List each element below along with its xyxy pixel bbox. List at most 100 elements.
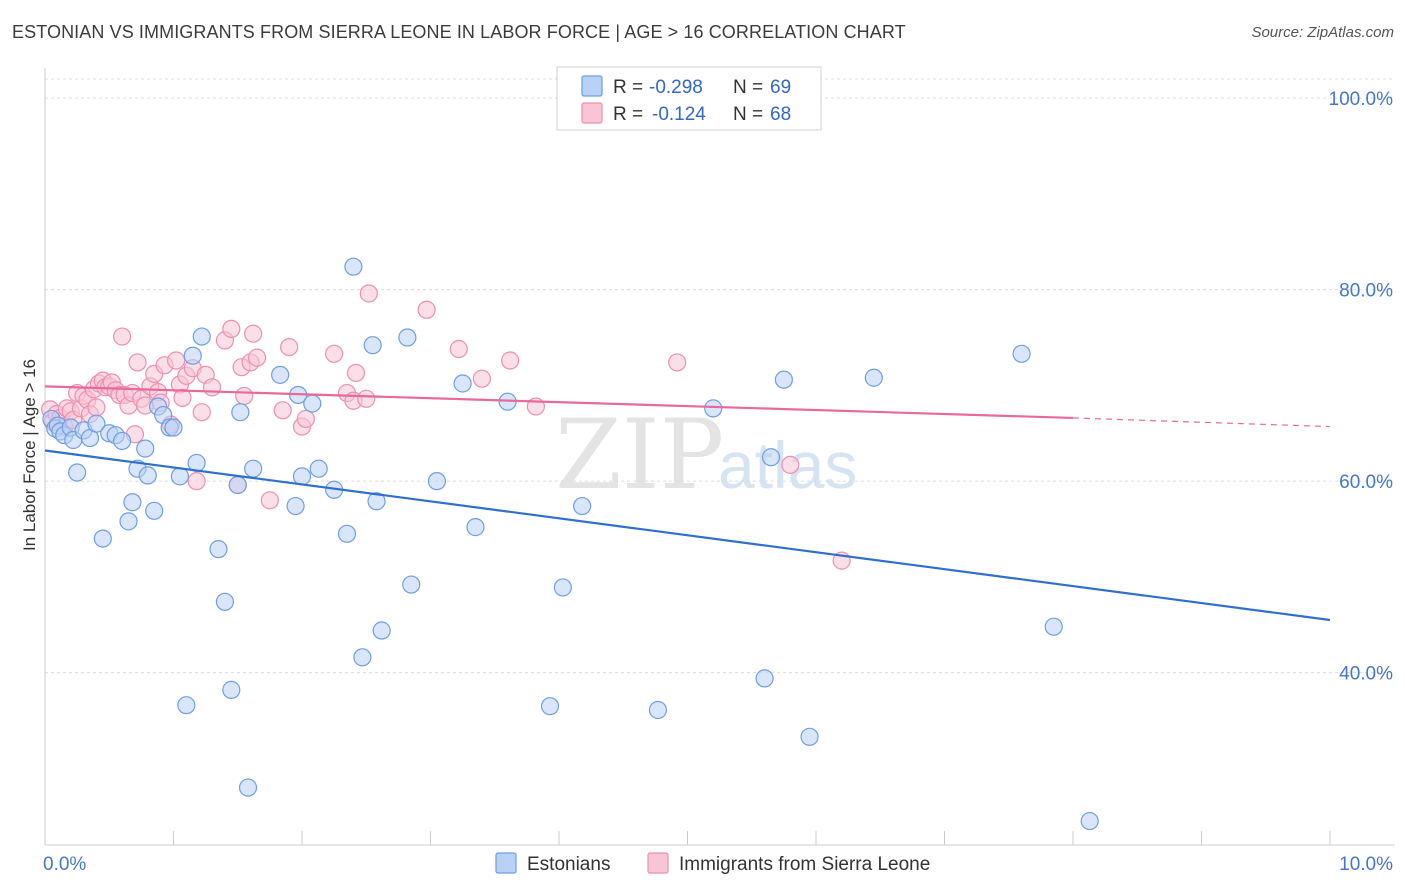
estonians-trend-line [44,449,1331,622]
sierra-leone-point [112,327,132,346]
estonians-point [244,459,263,478]
estonians-point [138,466,157,485]
estonians-point [222,680,241,699]
trend-lines [44,385,1331,622]
legend-r-value-2: -0.124 [652,104,706,125]
estonians-point [1080,811,1099,831]
sierra-leone-point [222,319,241,339]
sierra-leone-trend-line [44,385,1074,420]
sierra-leone-point [166,351,186,370]
estonians-point [286,496,305,516]
estonians-point [87,414,106,433]
sierra-leone-point [202,378,222,397]
sierra-leone-point [501,351,520,370]
sierra-leone-point [472,369,491,388]
estonians-point [292,467,312,486]
estonians-point [177,696,196,715]
legend-n-value-1: 69 [770,77,791,98]
sierra-leone-point [273,401,292,420]
legend-swatch-estonians [581,75,603,97]
sierra-leone-point [87,398,106,417]
estonians-point [774,370,793,389]
sierra-leone-point [128,353,147,372]
bottom-legend-swatch-sierra-leone [647,852,669,874]
correlation-legend: R = -0.298 N = 69 R = -0.124 N = 68 [556,66,822,131]
legend-swatch-sierra-leone [581,102,603,124]
bottom-legend-swatch-estonians [495,852,517,874]
estonians-point [183,346,202,365]
estonians-point [704,399,723,418]
estonians-point [192,327,211,346]
estonians-point [119,512,138,531]
watermark-zip: ZIP [555,399,724,511]
estonians-point [761,448,781,467]
y-tick-label-40: 40.0% [1339,664,1393,685]
estonians-point [1044,617,1063,636]
estonians-point [309,459,328,478]
estonians-point [112,431,132,451]
axes [44,68,1395,846]
sierra-leone-point [359,284,378,303]
estonians-point [231,403,250,422]
series-estonians-points [42,257,1099,831]
estonians-point [303,394,322,413]
sierra-leone-point [325,344,344,363]
estonians-point [68,463,87,482]
estonians-point [553,578,572,597]
legend-n-value-2: 68 [770,104,791,125]
legend-n-label-2: N = [733,104,763,125]
estonians-point [238,778,258,797]
sierra-leone-point [173,388,192,407]
sierra-leone-point [417,300,436,319]
estonians-point [215,592,234,611]
series-legend: Estonians Immigrants from Sierra Leone [495,852,930,875]
legend-n-label-1: N = [733,77,763,98]
y-tick-label-80: 80.0% [1339,281,1393,302]
y-axis-title: In Labor Force | Age > 16 [20,359,39,551]
estonians-point [466,518,485,537]
sierra-leone-point [187,472,206,491]
estonians-point [93,529,112,548]
estonians-point [573,496,592,516]
sierra-leone-point [235,386,254,406]
estonians-point [228,475,247,495]
sierra-leone-point [449,339,468,359]
sierra-leone-point [357,389,376,408]
estonians-point [453,374,472,393]
bottom-legend-label-sierra-leone: Immigrants from Sierra Leone [679,854,930,875]
y-tick-label-60: 60.0% [1339,472,1393,493]
estonians-point [755,669,774,688]
sierra-leone-point [280,338,299,357]
estonians-point [648,700,668,720]
estonians-point [145,501,164,520]
estonians-point [427,472,447,491]
source-credit: Source: ZipAtlas.com [1251,24,1394,41]
estonians-point [170,467,190,486]
y-tick-label-100: 100.0% [1329,89,1394,110]
chart-title: ESTONIAN VS IMMIGRANTS FROM SIERRA LEONE… [12,22,906,42]
estonians-point [353,648,372,667]
sierra-leone-trend-extension [1072,417,1331,428]
estonians-point [271,365,290,384]
x-tick-label-min: 0.0% [43,854,86,875]
estonians-point [1012,344,1031,363]
estonians-point [209,540,228,559]
estonians-point [337,524,357,543]
estonians-point [136,439,155,458]
sierra-leone-point [668,353,687,372]
sierra-leone-point [244,324,263,343]
estonians-point [800,727,819,746]
estonians-point [123,493,142,512]
legend-r-label-2: R = [613,104,643,125]
sierra-leone-point [781,455,800,474]
estonians-point [344,257,363,276]
x-tick-label-max: 10.0% [1339,854,1393,875]
estonians-point [372,621,391,640]
estonians-point [398,328,417,347]
sierra-leone-point [346,363,366,383]
gridlines [45,78,1395,674]
estonians-point [402,575,421,594]
sierra-leone-point [260,491,279,510]
bottom-legend-label-estonians: Estonians [527,854,610,875]
